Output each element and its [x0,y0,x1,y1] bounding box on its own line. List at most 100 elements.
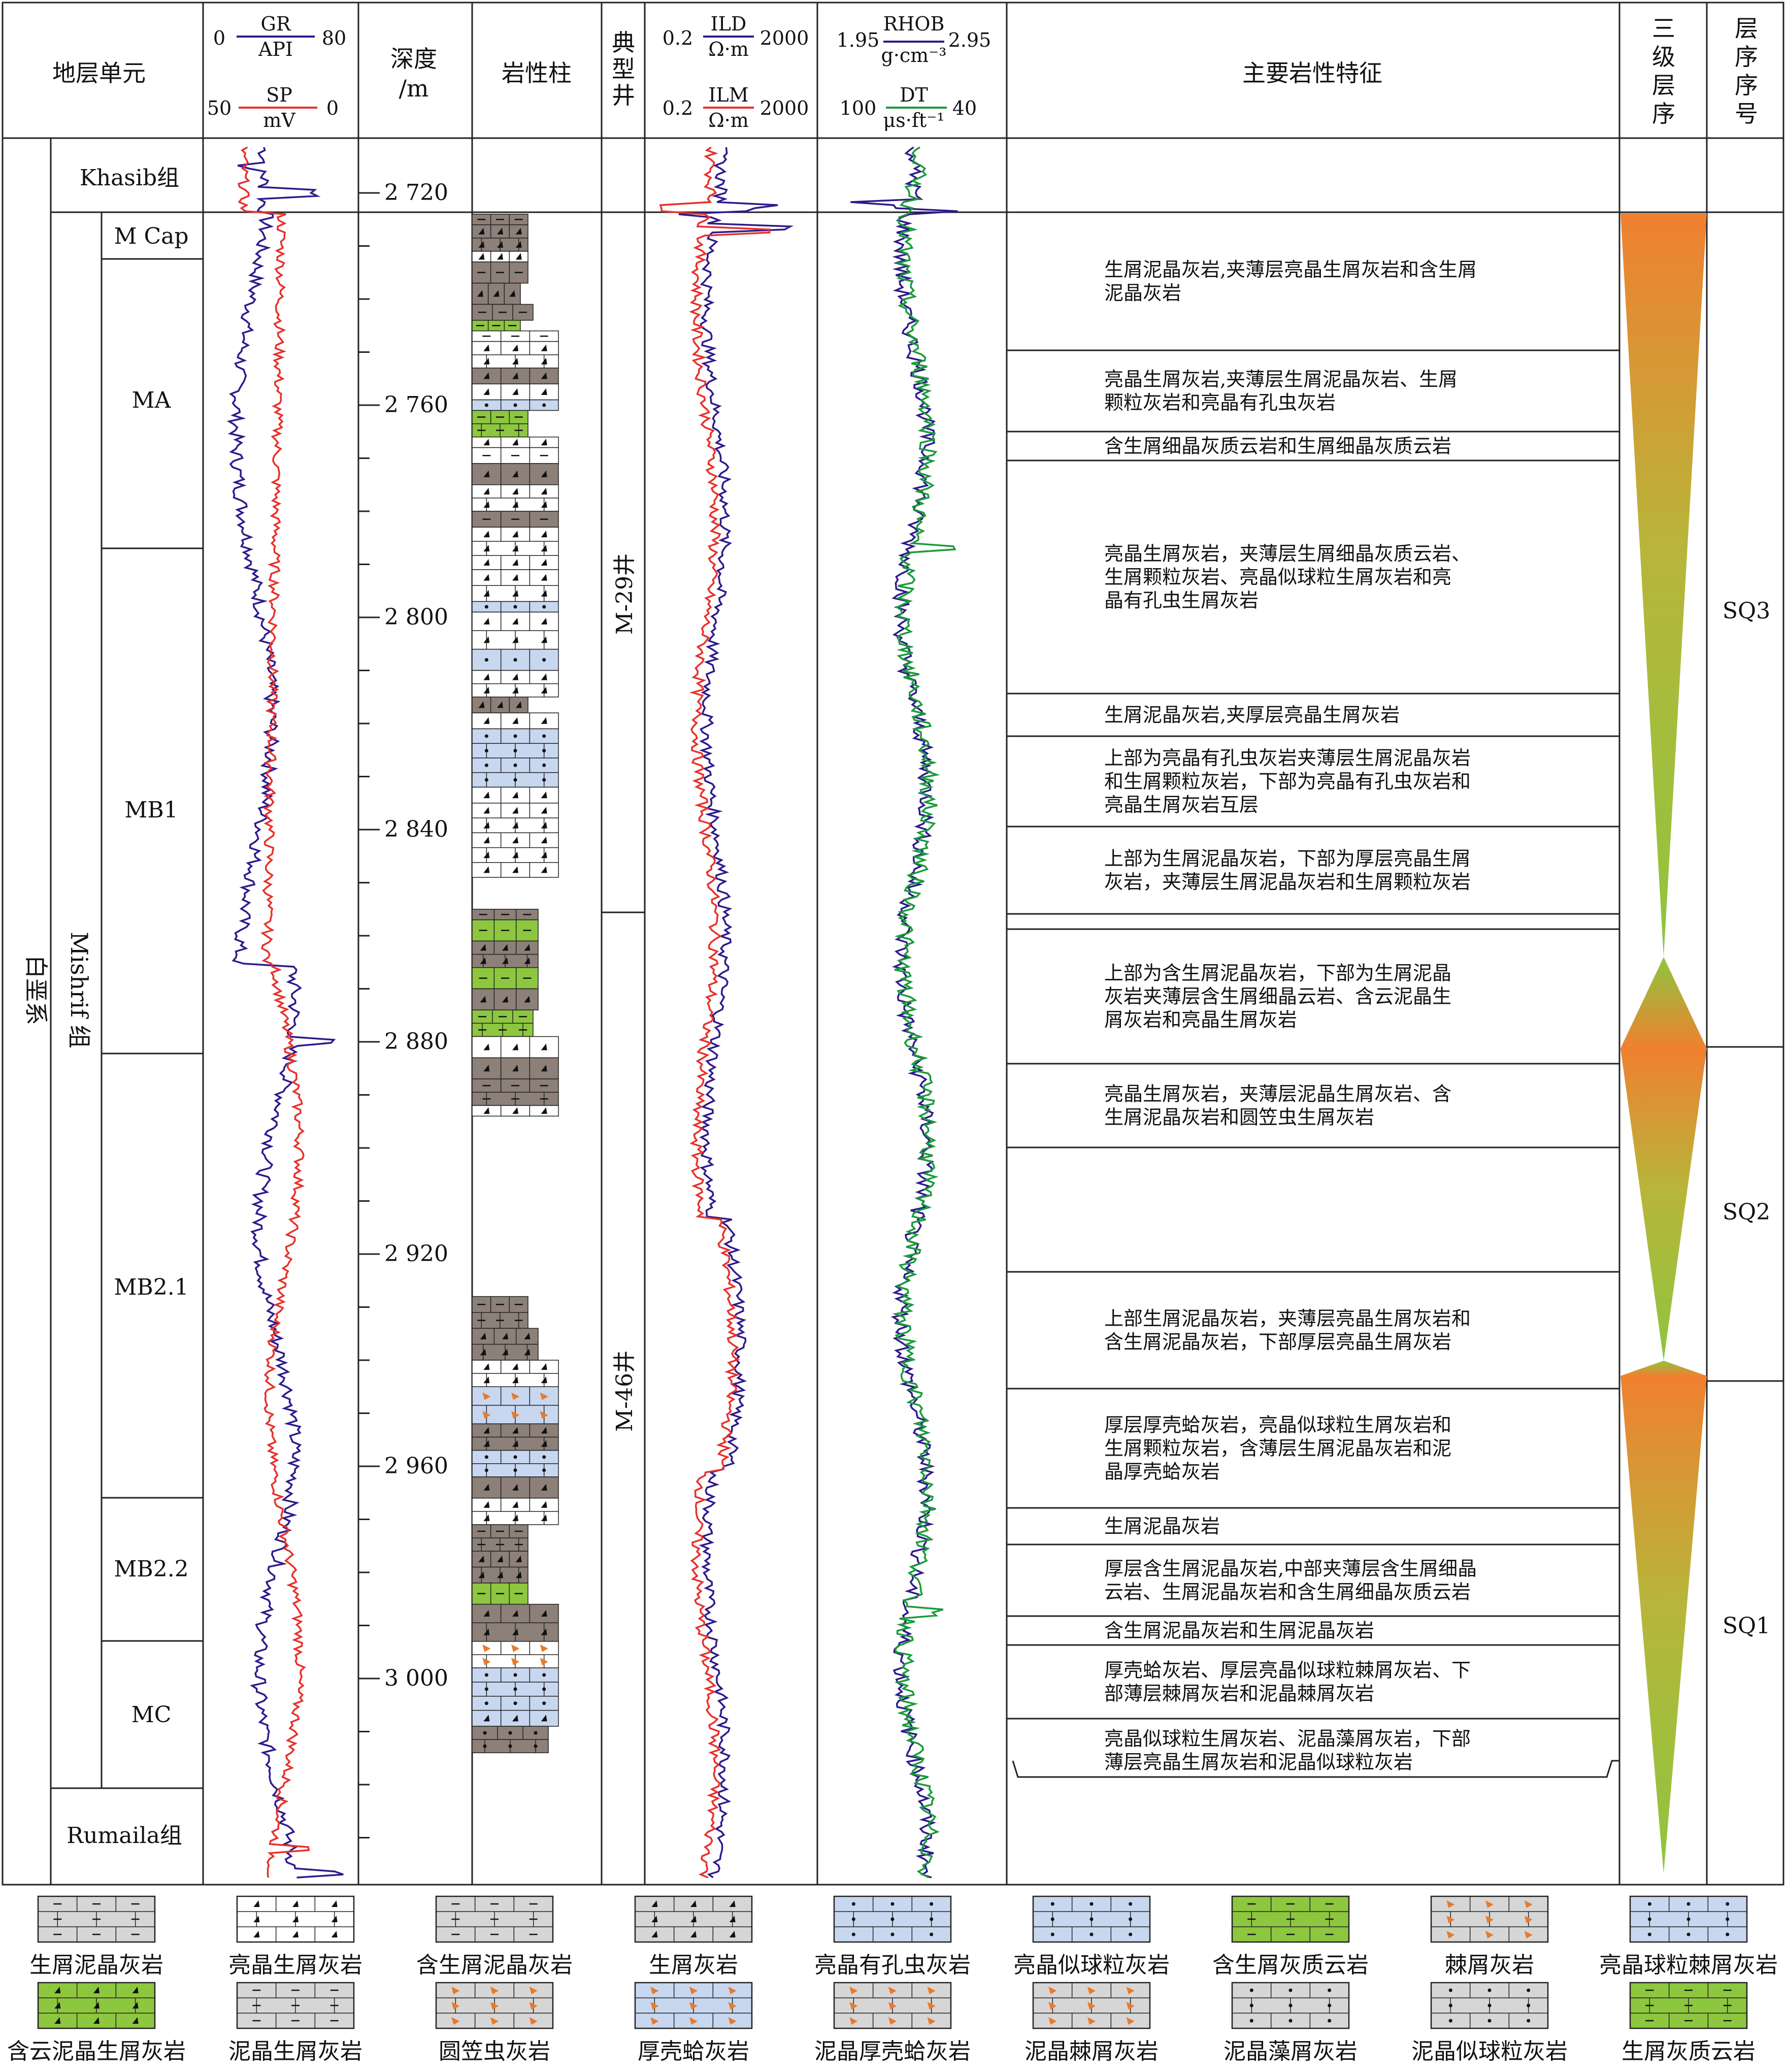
lith-layer [472,447,559,464]
lith-layer [472,410,528,438]
lith-layer [472,712,559,730]
legend-item: 含生屑泥晶灰岩 [416,1895,573,1978]
lith-layer [472,383,559,401]
legend-label: 含生屑泥晶灰岩 [416,1952,573,1978]
lith-layer [472,1057,559,1079]
lith-layer [472,909,539,920]
legend-label: 泥晶厚壳蛤灰岩 [814,2038,971,2064]
lith-layer [472,224,528,252]
lith-layer [472,214,528,225]
legend-label: 生屑泥晶灰岩 [29,1952,163,1978]
sq1-triangle [1620,1376,1707,1873]
lith-layer [472,1667,559,1711]
lith-layer [472,341,559,369]
depth-tick-label: 2 920 [384,1241,448,1267]
lith-layer [472,648,559,671]
depth-tick-label: 2 720 [384,180,448,206]
lithology-description: 亮晶似球粒生屑灰岩、泥晶藻屑灰岩，下部薄层亮晶生屑灰岩和泥晶似球粒灰岩 [1104,1728,1471,1773]
depth-tick-label: 2 960 [384,1453,448,1479]
legend-item: 亮晶似球粒灰岩 [1013,1895,1170,1978]
legend-item: 泥晶厚壳蛤灰岩 [814,1982,971,2064]
legend-label: 泥晶棘屑灰岩 [1024,2038,1159,2064]
legend-label: 泥晶藻屑灰岩 [1223,2038,1358,2064]
ild-unit: Ω·m [708,38,749,60]
legend-label: 亮晶球粒棘屑灰岩 [1599,1952,1778,1978]
rhob-unit: g·cm⁻³ [881,44,946,67]
legend-item: 含生屑灰质云岩 [1212,1895,1369,1978]
lith-layer [472,1423,559,1451]
legend-item: 厚壳蛤灰岩 [634,1982,753,2064]
lithology-description: 含生屑细晶灰质云岩和生屑细晶灰质云岩 [1104,435,1451,457]
system-label: 白垩系 [22,955,50,1025]
dt-min: 100 [840,97,877,119]
gr-min: 0 [213,27,225,49]
lith-layer [472,1036,559,1059]
rhob-curve [850,146,958,1879]
dt-max: 40 [952,97,977,119]
well-m46: M-46井 [612,1351,638,1432]
sq2-triangle-down [1620,1048,1707,1361]
sq2-triangle-up [1620,957,1707,1048]
legend-item: 泥晶藻屑灰岩 [1223,1982,1358,2064]
lith-layer [472,1009,534,1037]
desc-col-header: 主要岩性特征 [1242,59,1382,87]
sq1-triangle-up [1620,1361,1707,1376]
lith-layer [472,803,559,878]
rhob-max: 2.95 [948,29,991,51]
strat-units: 白垩系 Mishrif 组 Khasib组 Rumaila组 M Cap MA … [22,165,189,1849]
legend-label: 泥晶似球粒灰岩 [1411,2038,1568,2064]
ild-curve [678,147,794,1879]
legend-item: 亮晶有孔虫灰岩 [814,1895,971,1978]
lithology-description: 上部为含生屑泥晶灰岩，下部为生屑泥晶灰岩夹薄层含生屑细晶云岩、含云泥晶生屑灰岩和… [1104,962,1451,1031]
ilm-curve [659,146,771,1879]
sp-label: SP [266,84,292,106]
ilm-unit: Ω·m [708,109,749,131]
legend-label: 亮晶生屑灰岩 [228,1952,362,1978]
lith-layer [472,1360,559,1387]
seq-no-4: 号 [1735,100,1758,127]
lithology-column [472,214,559,1754]
legend-label: 亮晶有孔虫灰岩 [814,1952,971,1978]
member-mb1: MB1 [124,797,178,823]
legend-item: 泥晶似球粒灰岩 [1411,1982,1568,2064]
member-mb21: MB2.1 [114,1274,188,1300]
lith-layer [472,919,539,942]
lith-layer [472,368,559,384]
third-order-1: 三 [1652,15,1675,42]
lith-layer [472,330,559,342]
member-mb22: MB2.2 [114,1556,188,1582]
legend-item: 生屑灰岩 [634,1895,753,1978]
dt-curve [892,146,956,1879]
sp-max: 0 [326,97,339,119]
ild-label: ILD [711,13,747,35]
ilm-min: 0.2 [663,97,693,119]
depth-tick-label: 2 840 [384,816,448,842]
legend-label: 厚壳蛤灰岩 [638,2038,749,2064]
gr-max: 80 [322,27,346,49]
legend-label: 生屑灰岩 [649,1952,738,1978]
depth-tick-label: 2 760 [384,392,448,418]
lith-layer [472,569,559,602]
legend-item: 圆笠虫灰岩 [435,1982,554,2064]
rhob-label: RHOB [883,13,945,35]
typical-wells: M-29井 M-46井 [612,553,638,1432]
lithology-description: 上部为生屑泥晶灰岩，下部为厚层亮晶生屑灰岩，夹薄层生屑泥晶灰岩和生屑颗粒灰岩 [1104,847,1471,893]
well-m29: M-29井 [612,553,638,635]
lith-col-header: 岩性柱 [502,59,572,87]
lith-layer [472,1450,559,1477]
third-order-2: 级 [1652,43,1675,71]
lith-layer [472,1386,559,1425]
legend-item: 生屑泥晶灰岩 [29,1895,163,1978]
lith-layer [472,611,559,650]
lithology-description: 亮晶生屑灰岩,夹薄层生屑泥晶灰岩、生屑颗粒灰岩和亮晶有孔虫灰岩 [1104,368,1458,414]
third-order-3: 层 [1652,72,1675,99]
member-ma: MA [132,387,172,413]
depth-axis: 2 720 2 760 2 800 2 840 2 880 2 920 2 960 3 000 [358,180,448,1838]
lith-layer [472,1078,559,1106]
lith-layer [472,670,559,698]
seq-no-2: 序 [1735,43,1758,71]
sp-unit: mV [263,109,295,131]
well-header-3: 井 [612,82,635,109]
table-header: 地层单元 GR API 0 80 SP mV 50 0 深度 /m 岩性柱 典 … [52,13,1758,131]
lith-layer [472,988,539,1011]
